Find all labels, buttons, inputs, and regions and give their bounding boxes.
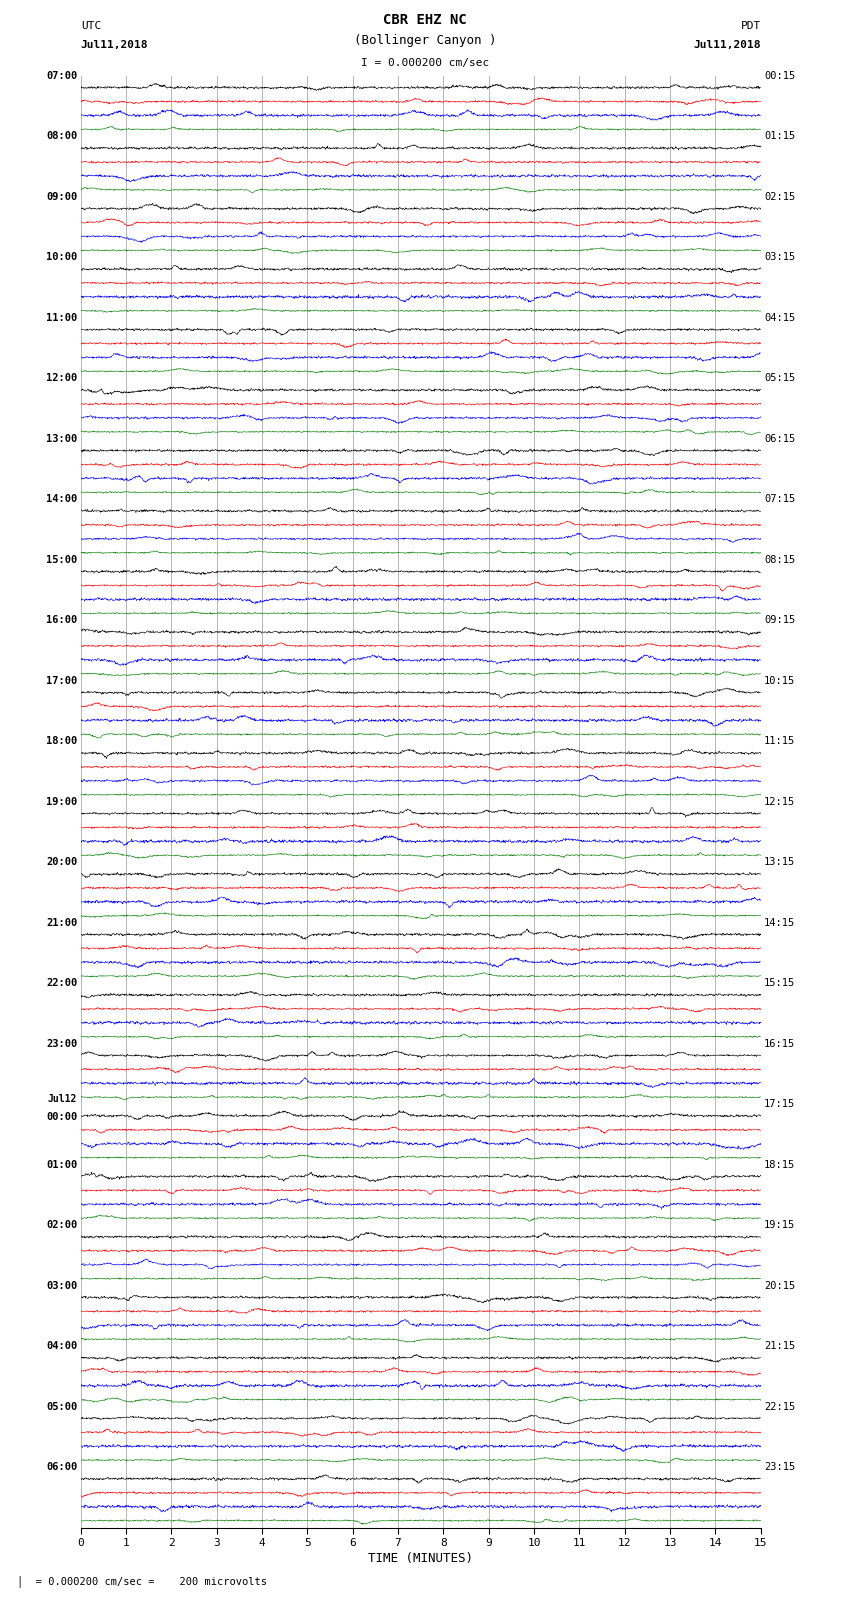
Text: 19:15: 19:15 [764, 1219, 796, 1231]
Text: 05:15: 05:15 [764, 373, 796, 384]
Text: 20:15: 20:15 [764, 1281, 796, 1290]
Text: 20:00: 20:00 [46, 857, 77, 868]
Text: 03:00: 03:00 [46, 1281, 77, 1290]
Text: 13:00: 13:00 [46, 434, 77, 444]
Text: UTC: UTC [81, 21, 101, 31]
Text: 06:15: 06:15 [764, 434, 796, 444]
Text: 16:15: 16:15 [764, 1039, 796, 1048]
Text: 07:15: 07:15 [764, 494, 796, 505]
Text: 00:15: 00:15 [764, 71, 796, 81]
Text: PDT: PDT [740, 21, 761, 31]
Text: 04:15: 04:15 [764, 313, 796, 323]
Text: 09:15: 09:15 [764, 615, 796, 626]
Text: 02:15: 02:15 [764, 192, 796, 202]
Text: 10:00: 10:00 [46, 252, 77, 263]
Text: 14:15: 14:15 [764, 918, 796, 927]
Text: 23:15: 23:15 [764, 1461, 796, 1473]
Text: 15:00: 15:00 [46, 555, 77, 565]
Text: I = 0.000200 cm/sec: I = 0.000200 cm/sec [361, 58, 489, 68]
Text: 11:15: 11:15 [764, 736, 796, 747]
Text: 11:00: 11:00 [46, 313, 77, 323]
Text: 08:00: 08:00 [46, 131, 77, 142]
Text: 00:00: 00:00 [46, 1111, 77, 1123]
Text: 17:00: 17:00 [46, 676, 77, 686]
Text: 21:15: 21:15 [764, 1340, 796, 1352]
Text: Jul11,2018: Jul11,2018 [81, 40, 148, 50]
Text: 01:15: 01:15 [764, 131, 796, 142]
Text: 13:15: 13:15 [764, 857, 796, 868]
Text: 17:15: 17:15 [764, 1098, 796, 1110]
Text: 10:15: 10:15 [764, 676, 796, 686]
Text: 04:00: 04:00 [46, 1340, 77, 1352]
Text: 12:15: 12:15 [764, 797, 796, 806]
Text: 01:00: 01:00 [46, 1160, 77, 1169]
Text: 18:15: 18:15 [764, 1160, 796, 1169]
X-axis label: TIME (MINUTES): TIME (MINUTES) [368, 1552, 473, 1565]
Text: CBR EHZ NC: CBR EHZ NC [383, 13, 467, 27]
Text: 15:15: 15:15 [764, 977, 796, 989]
Text: 19:00: 19:00 [46, 797, 77, 806]
Text: 05:00: 05:00 [46, 1402, 77, 1411]
Text: 08:15: 08:15 [764, 555, 796, 565]
Text: 09:00: 09:00 [46, 192, 77, 202]
Text: Jul11,2018: Jul11,2018 [694, 40, 761, 50]
Text: 12:00: 12:00 [46, 373, 77, 384]
Text: │  = 0.000200 cm/sec =    200 microvolts: │ = 0.000200 cm/sec = 200 microvolts [17, 1576, 267, 1587]
Text: 03:15: 03:15 [764, 252, 796, 263]
Text: 02:00: 02:00 [46, 1219, 77, 1231]
Text: 14:00: 14:00 [46, 494, 77, 505]
Text: 21:00: 21:00 [46, 918, 77, 927]
Text: 06:00: 06:00 [46, 1461, 77, 1473]
Text: 07:00: 07:00 [46, 71, 77, 81]
Text: Jul12: Jul12 [48, 1094, 77, 1105]
Text: 22:15: 22:15 [764, 1402, 796, 1411]
Text: 18:00: 18:00 [46, 736, 77, 747]
Text: (Bollinger Canyon ): (Bollinger Canyon ) [354, 34, 496, 47]
Text: 23:00: 23:00 [46, 1039, 77, 1048]
Text: 22:00: 22:00 [46, 977, 77, 989]
Text: 16:00: 16:00 [46, 615, 77, 626]
